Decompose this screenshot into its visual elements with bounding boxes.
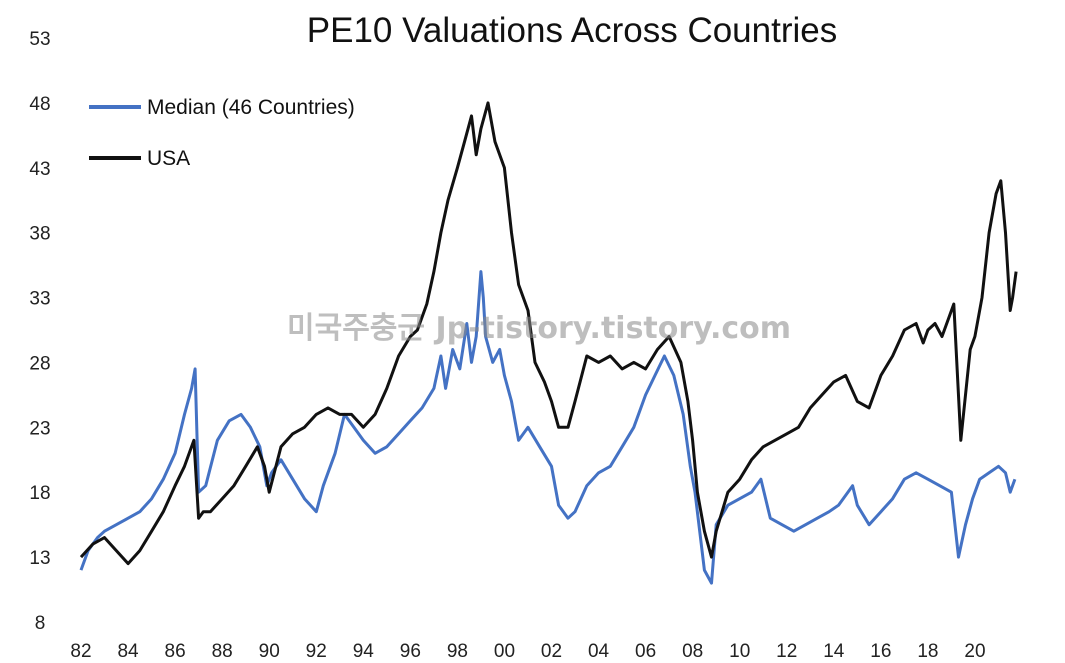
x-tick-label: 08 — [682, 641, 703, 662]
x-tick-label: 20 — [964, 641, 985, 662]
x-tick-label: 04 — [588, 641, 610, 662]
legend: Median (46 Countries) USA — [89, 96, 355, 170]
legend-label-median: Median (46 Countries) — [147, 96, 355, 119]
y-tick-label: 38 — [29, 224, 50, 245]
x-tick-label: 06 — [635, 641, 656, 662]
y-axis: 8 13 18 23 28 33 38 43 48 53 — [29, 29, 50, 634]
x-tick-label: 86 — [165, 641, 186, 662]
x-tick-label: 94 — [353, 641, 375, 662]
x-axis: 82 84 86 88 90 92 94 96 98 00 02 04 06 08 10 12 14 16 18 20 — [70, 641, 985, 662]
legend-label-usa: USA — [147, 147, 190, 170]
watermark-text: 미국주충군 Jp-tistory.tistory.com — [287, 311, 791, 346]
chart-title: PE10 Valuations Across Countries — [307, 11, 837, 50]
x-tick-label: 96 — [400, 641, 421, 662]
x-tick-label: 00 — [494, 641, 515, 662]
x-tick-label: 84 — [117, 641, 139, 662]
y-tick-label: 33 — [29, 289, 50, 310]
plot-area — [79, 101, 1018, 585]
x-tick-label: 92 — [306, 641, 327, 662]
y-tick-label: 8 — [35, 613, 46, 634]
x-tick-label: 02 — [541, 641, 562, 662]
y-tick-label: 48 — [29, 94, 50, 115]
y-tick-label: 28 — [29, 353, 50, 374]
x-tick-label: 98 — [447, 641, 468, 662]
y-tick-label: 23 — [29, 418, 50, 439]
x-tick-label: 90 — [259, 641, 280, 662]
y-tick-label: 53 — [29, 29, 50, 50]
x-tick-label: 14 — [823, 641, 845, 662]
x-tick-label: 16 — [870, 641, 891, 662]
series-line-median — [79, 270, 1017, 585]
series-line-usa — [79, 101, 1018, 566]
x-tick-label: 88 — [212, 641, 233, 662]
x-tick-label: 18 — [917, 641, 938, 662]
x-tick-label: 82 — [70, 641, 91, 662]
y-tick-label: 13 — [29, 548, 50, 569]
x-tick-label: 12 — [776, 641, 797, 662]
y-tick-label: 18 — [29, 483, 50, 504]
x-tick-label: 10 — [729, 641, 750, 662]
y-tick-label: 43 — [29, 159, 50, 180]
